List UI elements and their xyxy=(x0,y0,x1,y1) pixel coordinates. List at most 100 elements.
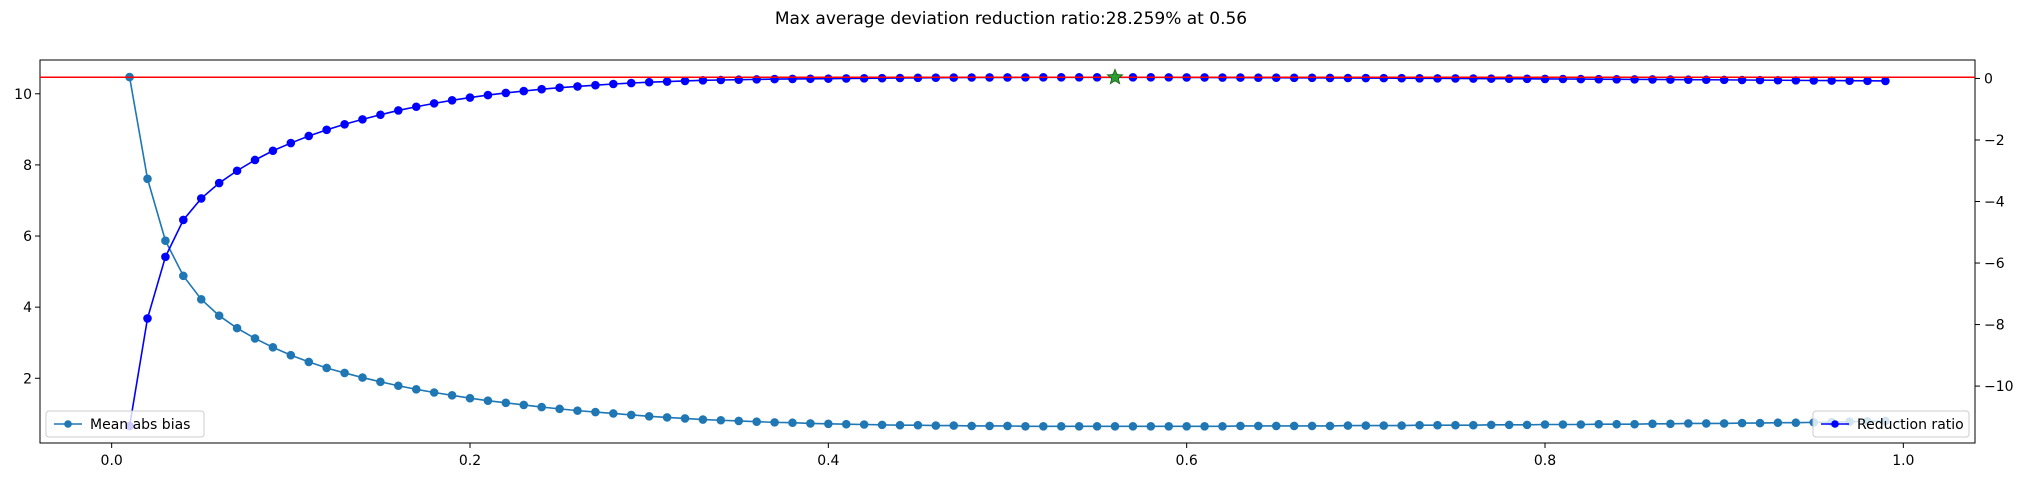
data-point-reduction-ratio xyxy=(250,155,260,165)
data-point-mean-abs-bias xyxy=(1254,421,1263,431)
data-point-mean-abs-bias xyxy=(1200,421,1209,431)
data-point-reduction-ratio xyxy=(824,74,833,83)
data-point-mean-abs-bias xyxy=(286,350,296,360)
data-point-mean-abs-bias xyxy=(1003,421,1012,431)
data-point-mean-abs-bias xyxy=(196,295,206,304)
data-point-mean-abs-bias xyxy=(1361,421,1371,430)
data-point-mean-abs-bias xyxy=(1218,421,1227,431)
data-point-mean-abs-bias xyxy=(698,415,708,424)
data-point-mean-abs-bias xyxy=(555,404,564,414)
series-line-mean-abs-bias xyxy=(128,76,1886,428)
data-point-mean-abs-bias xyxy=(859,420,869,429)
data-point-mean-abs-bias xyxy=(806,419,815,428)
data-point-reduction-ratio xyxy=(1415,73,1424,83)
data-point-reduction-ratio xyxy=(1845,76,1854,86)
data-point-reduction-ratio xyxy=(537,84,546,94)
y-right-tick-label: −8 xyxy=(1984,318,2005,334)
data-point-mean-abs-bias xyxy=(1612,419,1621,429)
data-point-mean-abs-bias xyxy=(1684,419,1693,428)
y-right-tick-label: −4 xyxy=(1984,195,2005,211)
data-point-reduction-ratio xyxy=(1433,74,1442,83)
data-point-mean-abs-bias xyxy=(609,409,618,418)
data-point-reduction-ratio xyxy=(429,99,439,108)
y-left-tick-label: 8 xyxy=(23,158,32,174)
data-point-reduction-ratio xyxy=(859,74,869,83)
data-point-mean-abs-bias xyxy=(1056,421,1066,431)
data-point-mean-abs-bias xyxy=(304,357,314,367)
data-point-reduction-ratio xyxy=(573,82,582,91)
data-point-reduction-ratio xyxy=(1594,74,1604,84)
legend-reduction-ratio: Reduction ratio xyxy=(1812,410,1970,438)
data-point-mean-abs-bias xyxy=(1164,421,1174,431)
data-point-mean-abs-bias xyxy=(1701,419,1711,428)
data-point-reduction-ratio xyxy=(1863,76,1872,86)
data-point-mean-abs-bias xyxy=(1433,420,1442,430)
data-point-mean-abs-bias xyxy=(1522,420,1532,430)
data-point-reduction-ratio xyxy=(411,102,421,112)
data-point-reduction-ratio xyxy=(770,74,779,84)
best-point-star-marker xyxy=(1106,68,1124,85)
data-point-reduction-ratio xyxy=(1522,74,1532,84)
data-point-mean-abs-bias xyxy=(1343,421,1353,430)
data-point-reduction-ratio xyxy=(1737,75,1747,85)
data-point-mean-abs-bias xyxy=(376,377,385,387)
data-point-mean-abs-bias xyxy=(1307,421,1317,431)
data-point-mean-abs-bias xyxy=(1594,419,1604,429)
data-point-mean-abs-bias xyxy=(394,381,403,391)
data-point-mean-abs-bias xyxy=(1737,418,1747,428)
data-point-reduction-ratio xyxy=(1755,75,1765,85)
data-point-mean-abs-bias xyxy=(788,418,797,428)
data-point-mean-abs-bias xyxy=(268,343,278,352)
data-point-mean-abs-bias xyxy=(1451,420,1460,430)
data-point-reduction-ratio xyxy=(716,75,726,85)
data-point-mean-abs-bias xyxy=(1648,419,1657,429)
data-point-reduction-ratio xyxy=(465,93,475,102)
y-right-tick-label: −6 xyxy=(1984,256,2005,272)
data-point-mean-abs-bias xyxy=(1379,421,1389,430)
data-point-reduction-ratio xyxy=(1773,75,1783,85)
plot-area: 0.0 0.2 0.4 0.6 0.8 1.0 2 4 6 8 10 −10 −8 −6 −4 −2 0 Mean… xyxy=(14,59,2014,469)
data-point-mean-abs-bias xyxy=(967,421,976,431)
data-point-reduction-ratio xyxy=(1504,74,1514,84)
data-point-reduction-ratio xyxy=(1397,73,1406,83)
data-point-reduction-ratio xyxy=(340,119,349,129)
data-point-reduction-ratio xyxy=(358,115,367,124)
data-point-reduction-ratio xyxy=(322,125,331,135)
data-point-reduction-ratio xyxy=(1558,74,1568,84)
data-point-mean-abs-bias xyxy=(1021,421,1030,431)
legend-mean-abs-bias: Mean abs bias xyxy=(45,410,205,438)
data-point-mean-abs-bias xyxy=(340,368,349,378)
data-point-reduction-ratio xyxy=(286,138,296,148)
data-point-reduction-ratio xyxy=(555,83,564,92)
data-point-reduction-ratio xyxy=(1576,74,1586,84)
data-point-mean-abs-bias xyxy=(1092,421,1102,431)
data-point-mean-abs-bias xyxy=(1719,419,1729,428)
data-point-mean-abs-bias xyxy=(483,396,493,405)
data-point-mean-abs-bias xyxy=(752,417,761,426)
chart-title: Max average deviation reduction ratio:28… xyxy=(775,9,1247,29)
data-point-reduction-ratio xyxy=(841,74,851,83)
data-point-mean-abs-bias xyxy=(1558,420,1568,429)
data-point-reduction-ratio xyxy=(232,166,242,176)
data-point-mean-abs-bias xyxy=(913,420,923,430)
data-point-mean-abs-bias xyxy=(1325,421,1335,431)
data-point-mean-abs-bias xyxy=(770,418,779,427)
data-point-reduction-ratio xyxy=(788,74,797,84)
data-point-mean-abs-bias xyxy=(1074,421,1084,431)
data-point-reduction-ratio xyxy=(1540,74,1550,84)
data-point-mean-abs-bias xyxy=(411,385,421,394)
data-point-mean-abs-bias xyxy=(537,402,546,412)
y-left-tick-label: 10 xyxy=(14,87,32,103)
data-point-reduction-ratio xyxy=(143,314,152,323)
x-tick-label: 0.2 xyxy=(459,453,481,469)
data-point-mean-abs-bias xyxy=(1039,421,1048,431)
data-point-mean-abs-bias xyxy=(214,311,224,320)
data-point-mean-abs-bias xyxy=(716,415,726,425)
data-point-reduction-ratio xyxy=(268,146,278,156)
legend-marker-swatch xyxy=(1831,420,1839,428)
data-point-reduction-ratio xyxy=(698,76,708,85)
x-tick-label: 0.0 xyxy=(101,453,123,469)
y-left-tick-label: 6 xyxy=(23,229,32,245)
y-left-tick-label: 4 xyxy=(23,300,32,316)
